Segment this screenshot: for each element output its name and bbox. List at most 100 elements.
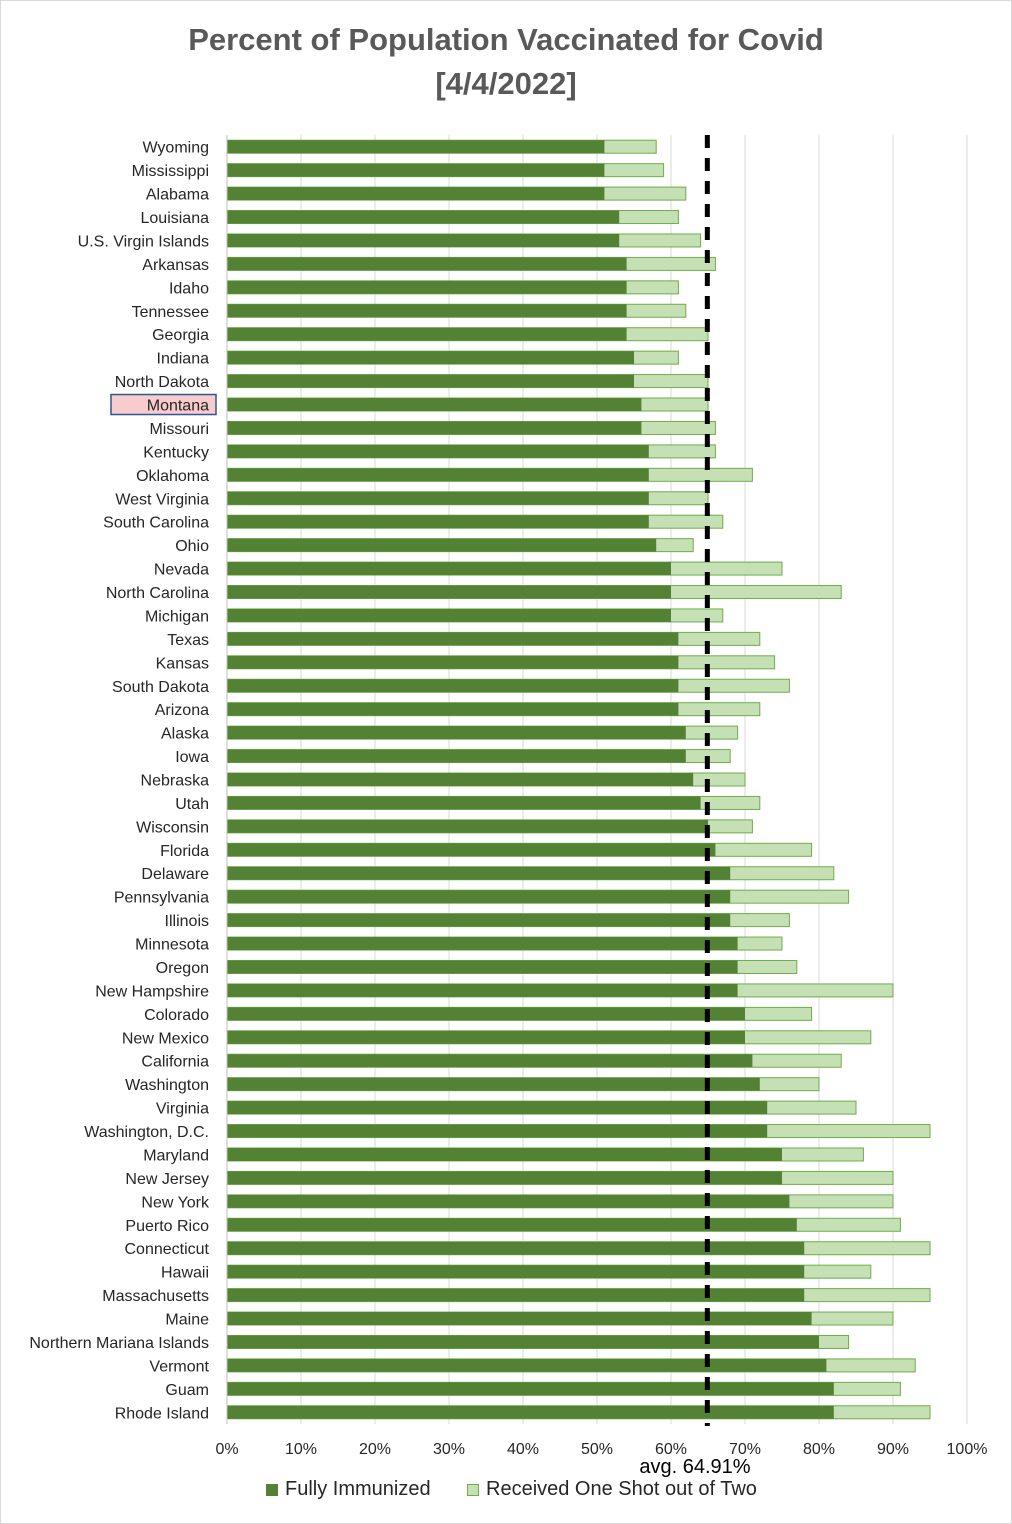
bar-fully-immunized-tennessee [227, 304, 627, 318]
bar-fully-immunized-hawaii [227, 1265, 805, 1279]
x-tick-label: 30% [433, 1441, 465, 1458]
category-label-michigan: Michigan [145, 608, 209, 625]
bar-fully-immunized-vermont [227, 1358, 827, 1372]
bar-fully-immunized-montana [227, 398, 642, 412]
legend-item-fully-immunized: Fully Immunized [266, 1478, 431, 1501]
category-label-texas: Texas [167, 632, 209, 649]
category-label-new-york: New York [141, 1194, 210, 1211]
bar-fully-immunized-delaware [227, 866, 731, 880]
category-label-alabama: Alabama [146, 187, 209, 204]
bar-fully-immunized-puerto-rico [227, 1218, 797, 1232]
category-label-kentucky: Kentucky [143, 444, 209, 461]
subtitle-line: [4/4/2022] [435, 66, 577, 101]
bar-fully-immunized-south-dakota [227, 679, 679, 693]
bar-fully-immunized-nebraska [227, 773, 694, 786]
bar-fully-immunized-wyoming [227, 140, 605, 154]
bar-fully-immunized-new-york [227, 1194, 790, 1208]
chart-legend: Fully Immunized Received One Shot out of… [0, 1478, 1012, 1504]
bar-fully-immunized-mississippi [227, 163, 605, 177]
category-label-kansas: Kansas [156, 655, 209, 672]
category-label-colorado: Colorado [144, 1007, 209, 1024]
category-label-alaska: Alaska [161, 726, 209, 743]
bar-fully-immunized-west-virginia [227, 491, 649, 505]
category-label-new-hampshire: New Hampshire [95, 983, 209, 1000]
category-label-florida: Florida [160, 843, 209, 860]
category-label-arkansas: Arkansas [142, 257, 209, 274]
title-line: Percent of Population Vaccinated for Cov… [188, 22, 824, 57]
category-label-washington-d-c: Washington, D.C. [84, 1124, 209, 1141]
category-label-ohio: Ohio [175, 538, 209, 555]
average-annotation: avg. 64.91% [639, 1456, 751, 1478]
bar-fully-immunized-south-carolina [227, 515, 649, 529]
bar-fully-immunized-colorado [227, 1007, 745, 1021]
category-label-south-dakota: South Dakota [112, 679, 209, 696]
category-label-iowa: Iowa [175, 749, 209, 766]
bar-fully-immunized-nevada [227, 562, 671, 576]
category-label-mississippi: Mississippi [132, 163, 209, 180]
legend-swatch-one-shot [467, 1483, 479, 1496]
category-label-south-carolina: South Carolina [103, 515, 209, 532]
category-label-northern-mariana-islands: Northern Mariana Islands [29, 1335, 209, 1352]
x-tick-label: 0% [215, 1441, 238, 1458]
highlight-box-montana [110, 393, 217, 416]
bar-fully-immunized-florida [227, 843, 716, 857]
category-label-pennsylvania: Pennsylvania [114, 890, 209, 907]
category-label-oregon: Oregon [156, 960, 209, 977]
bar-fully-immunized-northern-mariana-islands [227, 1335, 819, 1349]
category-label-vermont: Vermont [149, 1358, 209, 1375]
x-tick-label: 100% [947, 1441, 988, 1458]
category-label-hawaii: Hawaii [161, 1265, 209, 1282]
bar-fully-immunized-texas [227, 632, 679, 646]
bar-fully-immunized-north-carolina [227, 585, 671, 599]
bar-fully-immunized-pennsylvania [227, 890, 731, 904]
legend-label-fully-immunized: Fully Immunized [285, 1478, 431, 1500]
bar-fully-immunized-rhode-island [227, 1405, 834, 1419]
bar-fully-immunized-arizona [227, 702, 679, 716]
category-label-georgia: Georgia [152, 327, 209, 344]
bar-fully-immunized-washington [227, 1077, 760, 1091]
bar-fully-immunized-new-hampshire [227, 983, 738, 997]
x-tick-label: 20% [359, 1441, 391, 1458]
category-label-wisconsin: Wisconsin [136, 819, 209, 836]
bar-fully-immunized-connecticut [227, 1241, 805, 1255]
category-label-wyoming: Wyoming [142, 140, 209, 157]
bar-fully-immunized-new-mexico [227, 1030, 745, 1044]
bar-fully-immunized-oklahoma [227, 468, 649, 482]
x-tick-label: 60% [655, 1441, 687, 1458]
category-label-louisiana: Louisiana [141, 210, 210, 227]
category-label-tennessee: Tennessee [132, 304, 209, 321]
category-label-california: California [141, 1054, 209, 1071]
bar-fully-immunized-kentucky [227, 444, 649, 458]
legend-swatch-fully-immunized [266, 1483, 278, 1496]
category-label-utah: Utah [175, 796, 209, 813]
category-label-illinois: Illinois [165, 913, 209, 930]
category-label-montana: Montana [147, 398, 209, 415]
category-label-virginia: Virginia [156, 1101, 209, 1118]
category-label-missouri: Missouri [149, 421, 209, 438]
bar-fully-immunized-michigan [227, 608, 671, 622]
category-label-north-dakota: North Dakota [115, 374, 209, 391]
category-label-puerto-rico: Puerto Rico [125, 1218, 209, 1235]
x-tick-label: 10% [285, 1441, 317, 1458]
legend-label-one-shot: Received One Shot out of Two [486, 1478, 757, 1500]
category-label-massachusetts: Massachusetts [102, 1288, 209, 1305]
x-tick-label: 70% [729, 1441, 761, 1458]
category-label-oklahoma: Oklahoma [136, 468, 209, 485]
bar-fully-immunized-wisconsin [227, 819, 708, 833]
x-tick-label: 90% [877, 1441, 909, 1458]
bar-fully-immunized-guam [227, 1382, 834, 1396]
bar-fully-immunized-california [227, 1054, 753, 1068]
bar-fully-immunized-washington-d-c [227, 1124, 768, 1138]
category-label-maryland: Maryland [143, 1147, 209, 1164]
category-label-new-jersey: New Jersey [125, 1171, 209, 1188]
bar-fully-immunized-louisiana [227, 210, 620, 224]
legend-item-one-shot: Received One Shot out of Two [467, 1478, 757, 1501]
bar-fully-immunized-maine [227, 1312, 812, 1326]
bar-fully-immunized-indiana [227, 351, 634, 365]
bar-fully-immunized-alaska [227, 726, 686, 740]
category-label-west-virginia: West Virginia [115, 491, 209, 508]
chart-title: Percent of Population Vaccinated for Cov… [0, 18, 1012, 106]
category-label-minnesota: Minnesota [135, 937, 209, 954]
category-label-connecticut: Connecticut [125, 1241, 210, 1258]
